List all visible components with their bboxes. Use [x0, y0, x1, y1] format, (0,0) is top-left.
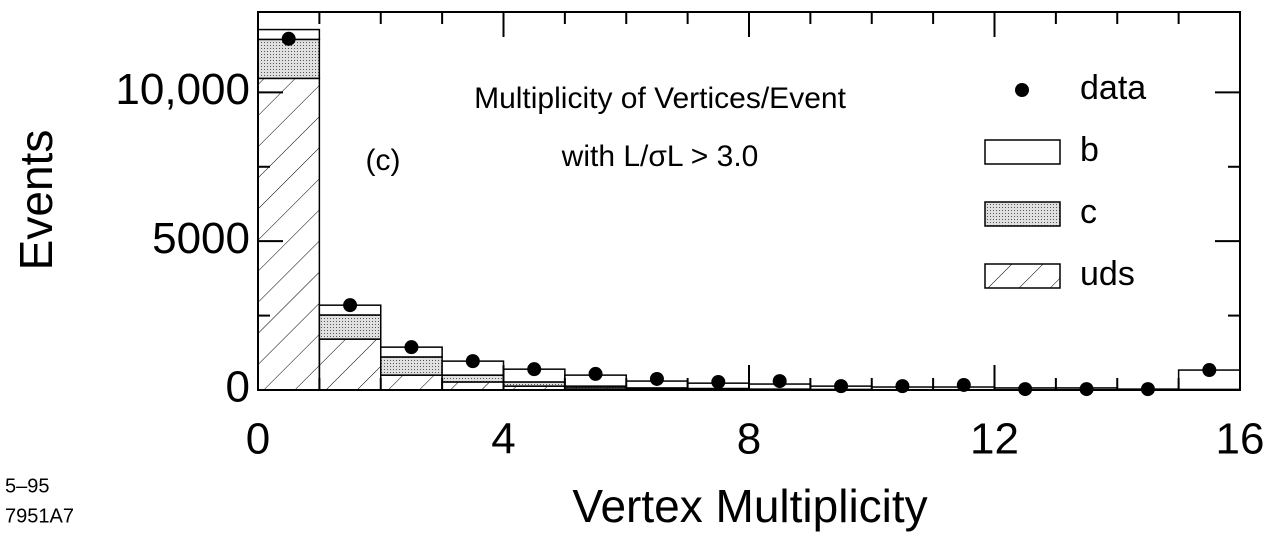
- annotation: (c): [366, 144, 401, 177]
- x-tick-label: 4: [491, 415, 515, 464]
- bar: [442, 375, 503, 382]
- bar: [319, 315, 380, 339]
- y-tick-label: 5000: [152, 214, 250, 263]
- legend-label: c: [1080, 193, 1097, 231]
- bar: [319, 339, 380, 390]
- y-axis-label: Events: [10, 130, 62, 271]
- y-tick-label: 10,000: [115, 65, 250, 114]
- legend-label: b: [1080, 131, 1099, 169]
- legend-swatch: [985, 202, 1060, 226]
- x-axis-label: Vertex Multiplicity: [572, 480, 927, 532]
- data-point: [527, 362, 541, 376]
- bar: [381, 375, 442, 390]
- x-tick-label: 0: [246, 415, 270, 464]
- data-point: [466, 354, 480, 368]
- bar: [381, 357, 442, 375]
- data-point: [1202, 363, 1216, 377]
- y-tick-label: 0: [226, 363, 250, 412]
- legend-label: uds: [1080, 255, 1135, 293]
- legend-swatch: [985, 140, 1060, 164]
- data-point: [650, 372, 664, 386]
- legend-marker: [1015, 83, 1029, 97]
- legend-label: data: [1080, 69, 1146, 107]
- data-point: [711, 375, 725, 389]
- bar: [258, 78, 319, 390]
- data-point: [282, 32, 296, 46]
- data-point: [589, 367, 603, 381]
- data-point: [834, 379, 848, 393]
- annotation: with L/σL > 3.0: [561, 140, 759, 173]
- corner-label: 5–95: [5, 475, 50, 497]
- corner-label: 7951A7: [5, 505, 74, 527]
- legend-swatch: [985, 264, 1060, 288]
- data-point: [895, 379, 909, 393]
- x-tick-label: 12: [970, 415, 1019, 464]
- x-tick-label: 16: [1216, 415, 1265, 464]
- annotation: Multiplicity of Vertices/Event: [474, 82, 846, 115]
- data-point: [404, 340, 418, 354]
- x-tick-label: 8: [737, 415, 761, 464]
- data-point: [773, 374, 787, 388]
- bar: [442, 382, 503, 390]
- data-point: [343, 298, 357, 312]
